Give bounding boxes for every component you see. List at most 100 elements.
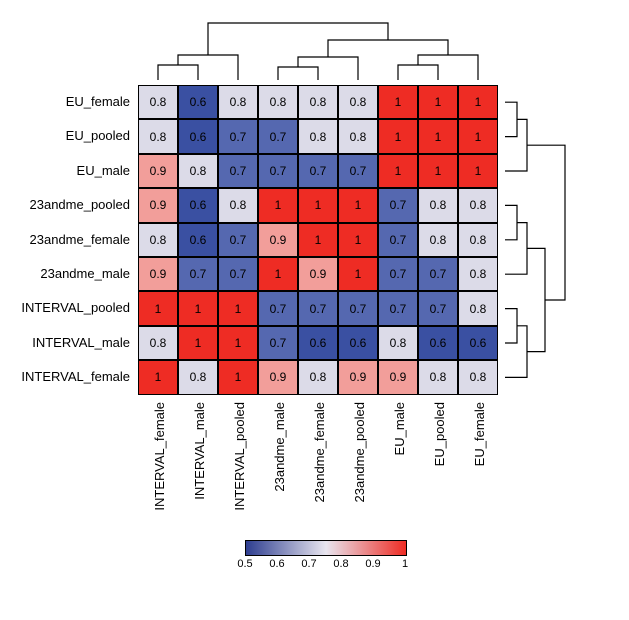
heatmap-cell: 0.8: [258, 85, 298, 119]
heatmap-cell: 0.7: [258, 326, 298, 360]
heatmap-cell: 0.7: [218, 257, 258, 291]
colorbar-tick: 0.9: [365, 558, 380, 570]
heatmap-cell: 0.9: [138, 188, 178, 222]
heatmap-cell: 0.7: [218, 154, 258, 188]
heatmap-cell: 0.8: [218, 85, 258, 119]
heatmap-cell: 1: [458, 85, 498, 119]
row-label: EU_female: [10, 85, 135, 119]
heatmap-cell: 0.9: [298, 257, 338, 291]
heatmap-cell: 0.9: [138, 154, 178, 188]
heatmap-cell: 0.7: [418, 291, 458, 325]
heatmap-cell: 1: [138, 360, 178, 394]
heatmap-cell: 1: [218, 326, 258, 360]
row-label: EU_pooled: [10, 119, 135, 153]
heatmap-cell: 1: [138, 291, 178, 325]
column-label: EU_female: [472, 402, 487, 522]
colorbar-tick: 0.6: [269, 558, 284, 570]
heatmap-cell: 1: [258, 188, 298, 222]
column-label: 23andme_male: [272, 402, 287, 522]
heatmap-cell: 1: [418, 85, 458, 119]
colorbar-tick: 0.5: [237, 558, 252, 570]
heatmap-figure: EU_female EU_pooled EU_male 23andme_pool…: [10, 10, 619, 610]
heatmap-cell: 1: [258, 257, 298, 291]
colorbar-gradient: [245, 540, 407, 556]
heatmap-cell: 0.9: [378, 360, 418, 394]
heatmap-cell: 0.7: [218, 119, 258, 153]
column-label: EU_pooled: [432, 402, 447, 522]
heatmap-cell: 1: [298, 223, 338, 257]
heatmap-cell: 1: [178, 326, 218, 360]
row-label: EU_male: [10, 154, 135, 188]
colorbar: 0.50.60.70.80.91: [245, 540, 405, 580]
column-label: 23andme_female: [312, 402, 327, 522]
heatmap-cell: 0.9: [258, 360, 298, 394]
colorbar-tick: 0.7: [301, 558, 316, 570]
heatmap-cell: 0.6: [178, 119, 218, 153]
heatmap-cell: 1: [298, 188, 338, 222]
heatmap-cell: 0.8: [458, 223, 498, 257]
heatmap-cell: 1: [218, 291, 258, 325]
row-label: 23andme_female: [10, 223, 135, 257]
heatmap-cell: 1: [378, 85, 418, 119]
heatmap-cell: 0.8: [378, 326, 418, 360]
heatmap-cell: 0.6: [178, 223, 218, 257]
heatmap-cell: 1: [178, 291, 218, 325]
heatmap-cell: 0.8: [338, 85, 378, 119]
row-label: INTERVAL_male: [10, 326, 135, 360]
heatmap-cell: 0.9: [138, 257, 178, 291]
heatmap-cell: 0.8: [218, 188, 258, 222]
heatmap-cell: 0.7: [218, 223, 258, 257]
column-label: INTERVAL_pooled: [232, 402, 247, 522]
column-label: EU_male: [392, 402, 407, 522]
column-labels: INTERVAL_femaleINTERVAL_maleINTERVAL_poo…: [138, 400, 498, 530]
heatmap-cell: 0.7: [378, 257, 418, 291]
heatmap-cell: 0.6: [338, 326, 378, 360]
heatmap-cell: 1: [378, 119, 418, 153]
heatmap-cell: 0.7: [378, 223, 418, 257]
heatmap-cell: 1: [378, 154, 418, 188]
heatmap-cell: 0.7: [338, 154, 378, 188]
heatmap-cell: 0.9: [338, 360, 378, 394]
heatmap-cell: 1: [418, 154, 458, 188]
heatmap-cell: 0.8: [458, 360, 498, 394]
colorbar-tick: 1: [402, 558, 408, 570]
heatmap-cell: 0.7: [178, 257, 218, 291]
heatmap-cell: 0.8: [418, 188, 458, 222]
row-label: INTERVAL_pooled: [10, 291, 135, 325]
heatmap-cell: 0.8: [458, 188, 498, 222]
heatmap-cell: 0.8: [138, 223, 178, 257]
heatmap-cell: 0.7: [258, 154, 298, 188]
colorbar-ticks: 0.50.60.70.80.91: [245, 556, 405, 576]
heatmap-cell: 1: [418, 119, 458, 153]
heatmap-cell: 0.7: [378, 188, 418, 222]
heatmap-cell: 0.7: [298, 154, 338, 188]
row-label: INTERVAL_female: [10, 360, 135, 394]
heatmap-cell: 0.7: [258, 291, 298, 325]
heatmap-cell: 0.8: [418, 223, 458, 257]
row-labels: EU_female EU_pooled EU_male 23andme_pool…: [10, 85, 135, 395]
heatmap-cell: 0.8: [138, 119, 178, 153]
heatmap-cell: 0.8: [178, 360, 218, 394]
heatmap-cell: 0.6: [418, 326, 458, 360]
heatmap-cell: 0.7: [418, 257, 458, 291]
heatmap-cell: 0.7: [378, 291, 418, 325]
heatmap-cell: 0.8: [458, 291, 498, 325]
heatmap-cell: 0.8: [138, 85, 178, 119]
column-label: 23andme_pooled: [352, 402, 367, 522]
heatmap-cell: 0.7: [298, 291, 338, 325]
heatmap-cell: 0.8: [138, 326, 178, 360]
column-dendrogram: [138, 15, 498, 80]
heatmap-cell: 1: [338, 223, 378, 257]
heatmap-cell: 0.6: [458, 326, 498, 360]
heatmap-cell: 0.8: [178, 154, 218, 188]
heatmap-grid: 0.80.60.80.80.80.81110.80.60.70.70.80.81…: [138, 85, 498, 395]
row-label: 23andme_male: [10, 257, 135, 291]
heatmap-cell: 1: [338, 188, 378, 222]
heatmap-cell: 0.8: [338, 119, 378, 153]
heatmap-cell: 0.7: [258, 119, 298, 153]
heatmap-cell: 0.6: [178, 188, 218, 222]
heatmap-cell: 0.8: [418, 360, 458, 394]
heatmap-cell: 0.8: [458, 257, 498, 291]
heatmap-cell: 0.8: [298, 119, 338, 153]
heatmap-cell: 0.9: [258, 223, 298, 257]
